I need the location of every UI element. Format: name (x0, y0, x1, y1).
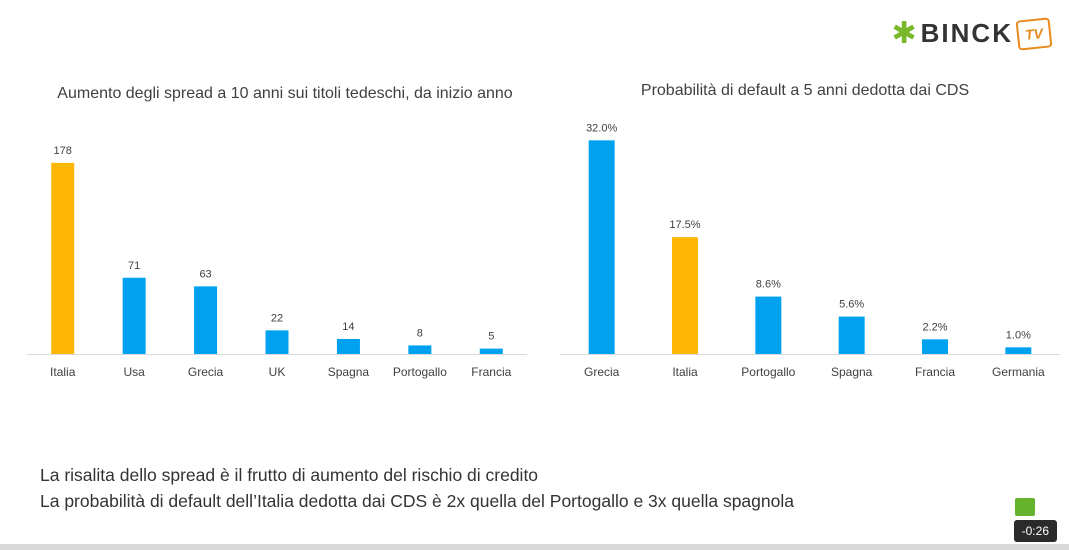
binck-tv-logo: ✱ BINCK TV (891, 16, 1053, 51)
caption: La risalita dello spread è il frutto di … (40, 462, 794, 514)
category-label: Spagna (831, 365, 873, 379)
category-label: Grecia (584, 365, 620, 379)
bar-francia (479, 348, 503, 354)
category-label: Francia (471, 365, 511, 379)
bar-grecia (588, 140, 615, 354)
data-label: 8 (417, 327, 423, 339)
bar-italia (51, 162, 75, 354)
video-control-button[interactable] (1015, 498, 1035, 516)
category-label: UK (269, 365, 286, 379)
data-label: 178 (54, 145, 72, 157)
data-label: 5 (488, 331, 494, 343)
category-label: Portogallo (741, 365, 795, 379)
bar-italia (672, 237, 698, 354)
data-label: 14 (342, 321, 354, 333)
data-label: 8.6% (756, 279, 781, 291)
category-label: Portogallo (393, 365, 447, 379)
category-label: Francia (915, 365, 955, 379)
caption-line-2: La probabilità di default dell’Italia de… (40, 491, 794, 511)
data-label: 32.0% (586, 122, 617, 134)
bar-uk (265, 330, 289, 354)
data-label: 17.5% (669, 219, 700, 231)
bar-usa (122, 277, 146, 354)
logo-text: BINCK (920, 18, 1013, 48)
category-label: Italia (50, 365, 76, 379)
category-label: Germania (992, 365, 1045, 379)
caption-line-1: La risalita dello spread è il frutto di … (40, 465, 539, 485)
data-label: 63 (199, 268, 211, 280)
bar-grecia (194, 286, 218, 354)
bar-spagna (336, 338, 360, 354)
data-label: 22 (271, 312, 283, 324)
category-label: Usa (123, 365, 145, 379)
bar-portogallo (755, 296, 782, 354)
right-chart-title: Probabilità di default a 5 anni dedotta … (640, 82, 970, 99)
video-progress-bar[interactable] (0, 544, 1069, 550)
bar-spagna (838, 316, 865, 354)
bar-francia (922, 339, 948, 354)
video-time-remaining: -0:26 (1013, 520, 1057, 542)
star-icon: ✱ (891, 16, 917, 50)
bar-portogallo (408, 345, 432, 354)
bar-germania (1005, 347, 1032, 354)
data-label: 5.6% (839, 299, 864, 311)
data-label: 71 (128, 260, 140, 272)
data-label: 1.0% (1006, 329, 1031, 341)
category-label: Italia (672, 365, 698, 379)
left-chart-title: Aumento degli spread a 10 anni sui titol… (57, 85, 513, 102)
data-label: 2.2% (922, 321, 947, 333)
category-label: Grecia (188, 365, 224, 379)
category-label: Spagna (328, 365, 370, 379)
